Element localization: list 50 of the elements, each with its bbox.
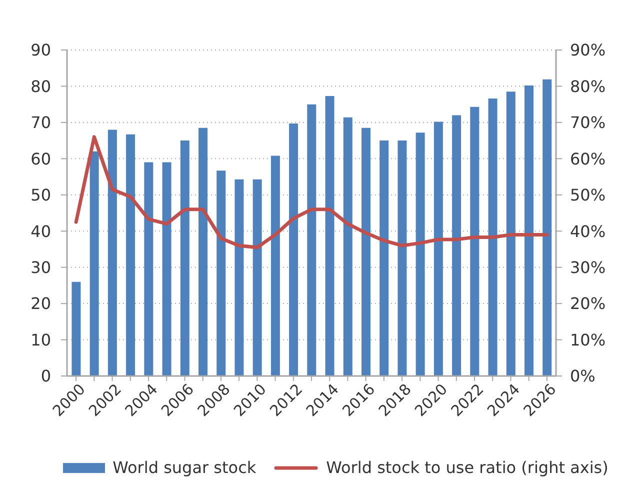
y-tick-label: 80 (30, 76, 51, 96)
y-tick-label: 50 (30, 186, 51, 205)
bar (361, 128, 370, 376)
bar (126, 134, 136, 376)
y-tick-label: 20 (30, 294, 51, 314)
y2-tick-label: 60% (570, 149, 606, 168)
bar (252, 179, 262, 376)
bar (343, 117, 352, 376)
bar (452, 115, 462, 376)
y-tick-label: 90 (30, 40, 51, 60)
y-tick-label: 40 (30, 222, 51, 241)
legend-label: World sugar stock (112, 458, 256, 477)
y-tick-label: 10 (30, 330, 51, 350)
bar (72, 282, 81, 376)
y2-tick-label: 90% (570, 40, 606, 60)
y-tick-label: 70 (30, 113, 51, 132)
bar (162, 162, 172, 376)
line-series (74, 135, 549, 250)
y-tick-label: 60 (30, 149, 51, 168)
bar (234, 179, 244, 376)
bar (380, 140, 389, 376)
y2-tick-label: 30% (570, 258, 606, 278)
bar (506, 92, 516, 376)
bar (398, 140, 407, 376)
bar (216, 170, 226, 376)
bar (542, 79, 552, 376)
y2-tick-label: 20% (570, 294, 606, 314)
bar (325, 96, 334, 376)
bar (307, 104, 316, 376)
bar (289, 124, 298, 376)
y2-tick-label: 40% (570, 222, 606, 241)
y2-tick-label: 70% (570, 113, 606, 132)
bar (180, 140, 190, 376)
bar (416, 132, 425, 376)
bar (108, 130, 117, 376)
bar (488, 98, 498, 376)
bar (198, 128, 208, 376)
y-tick-label: 30 (30, 258, 51, 278)
bar (270, 156, 280, 376)
y-tick-label: 0 (40, 366, 51, 386)
y2-tick-label: 10% (570, 330, 606, 350)
y2-tick-label: 0% (570, 366, 596, 386)
y2-tick-label: 50% (570, 186, 606, 205)
legend-label: World stock to use ratio (right axis) (326, 458, 608, 477)
bar (90, 151, 99, 376)
y2-tick-label: 80% (570, 76, 606, 96)
bar (470, 106, 480, 376)
bar (524, 86, 534, 376)
bar (144, 162, 154, 376)
bar (434, 122, 443, 376)
